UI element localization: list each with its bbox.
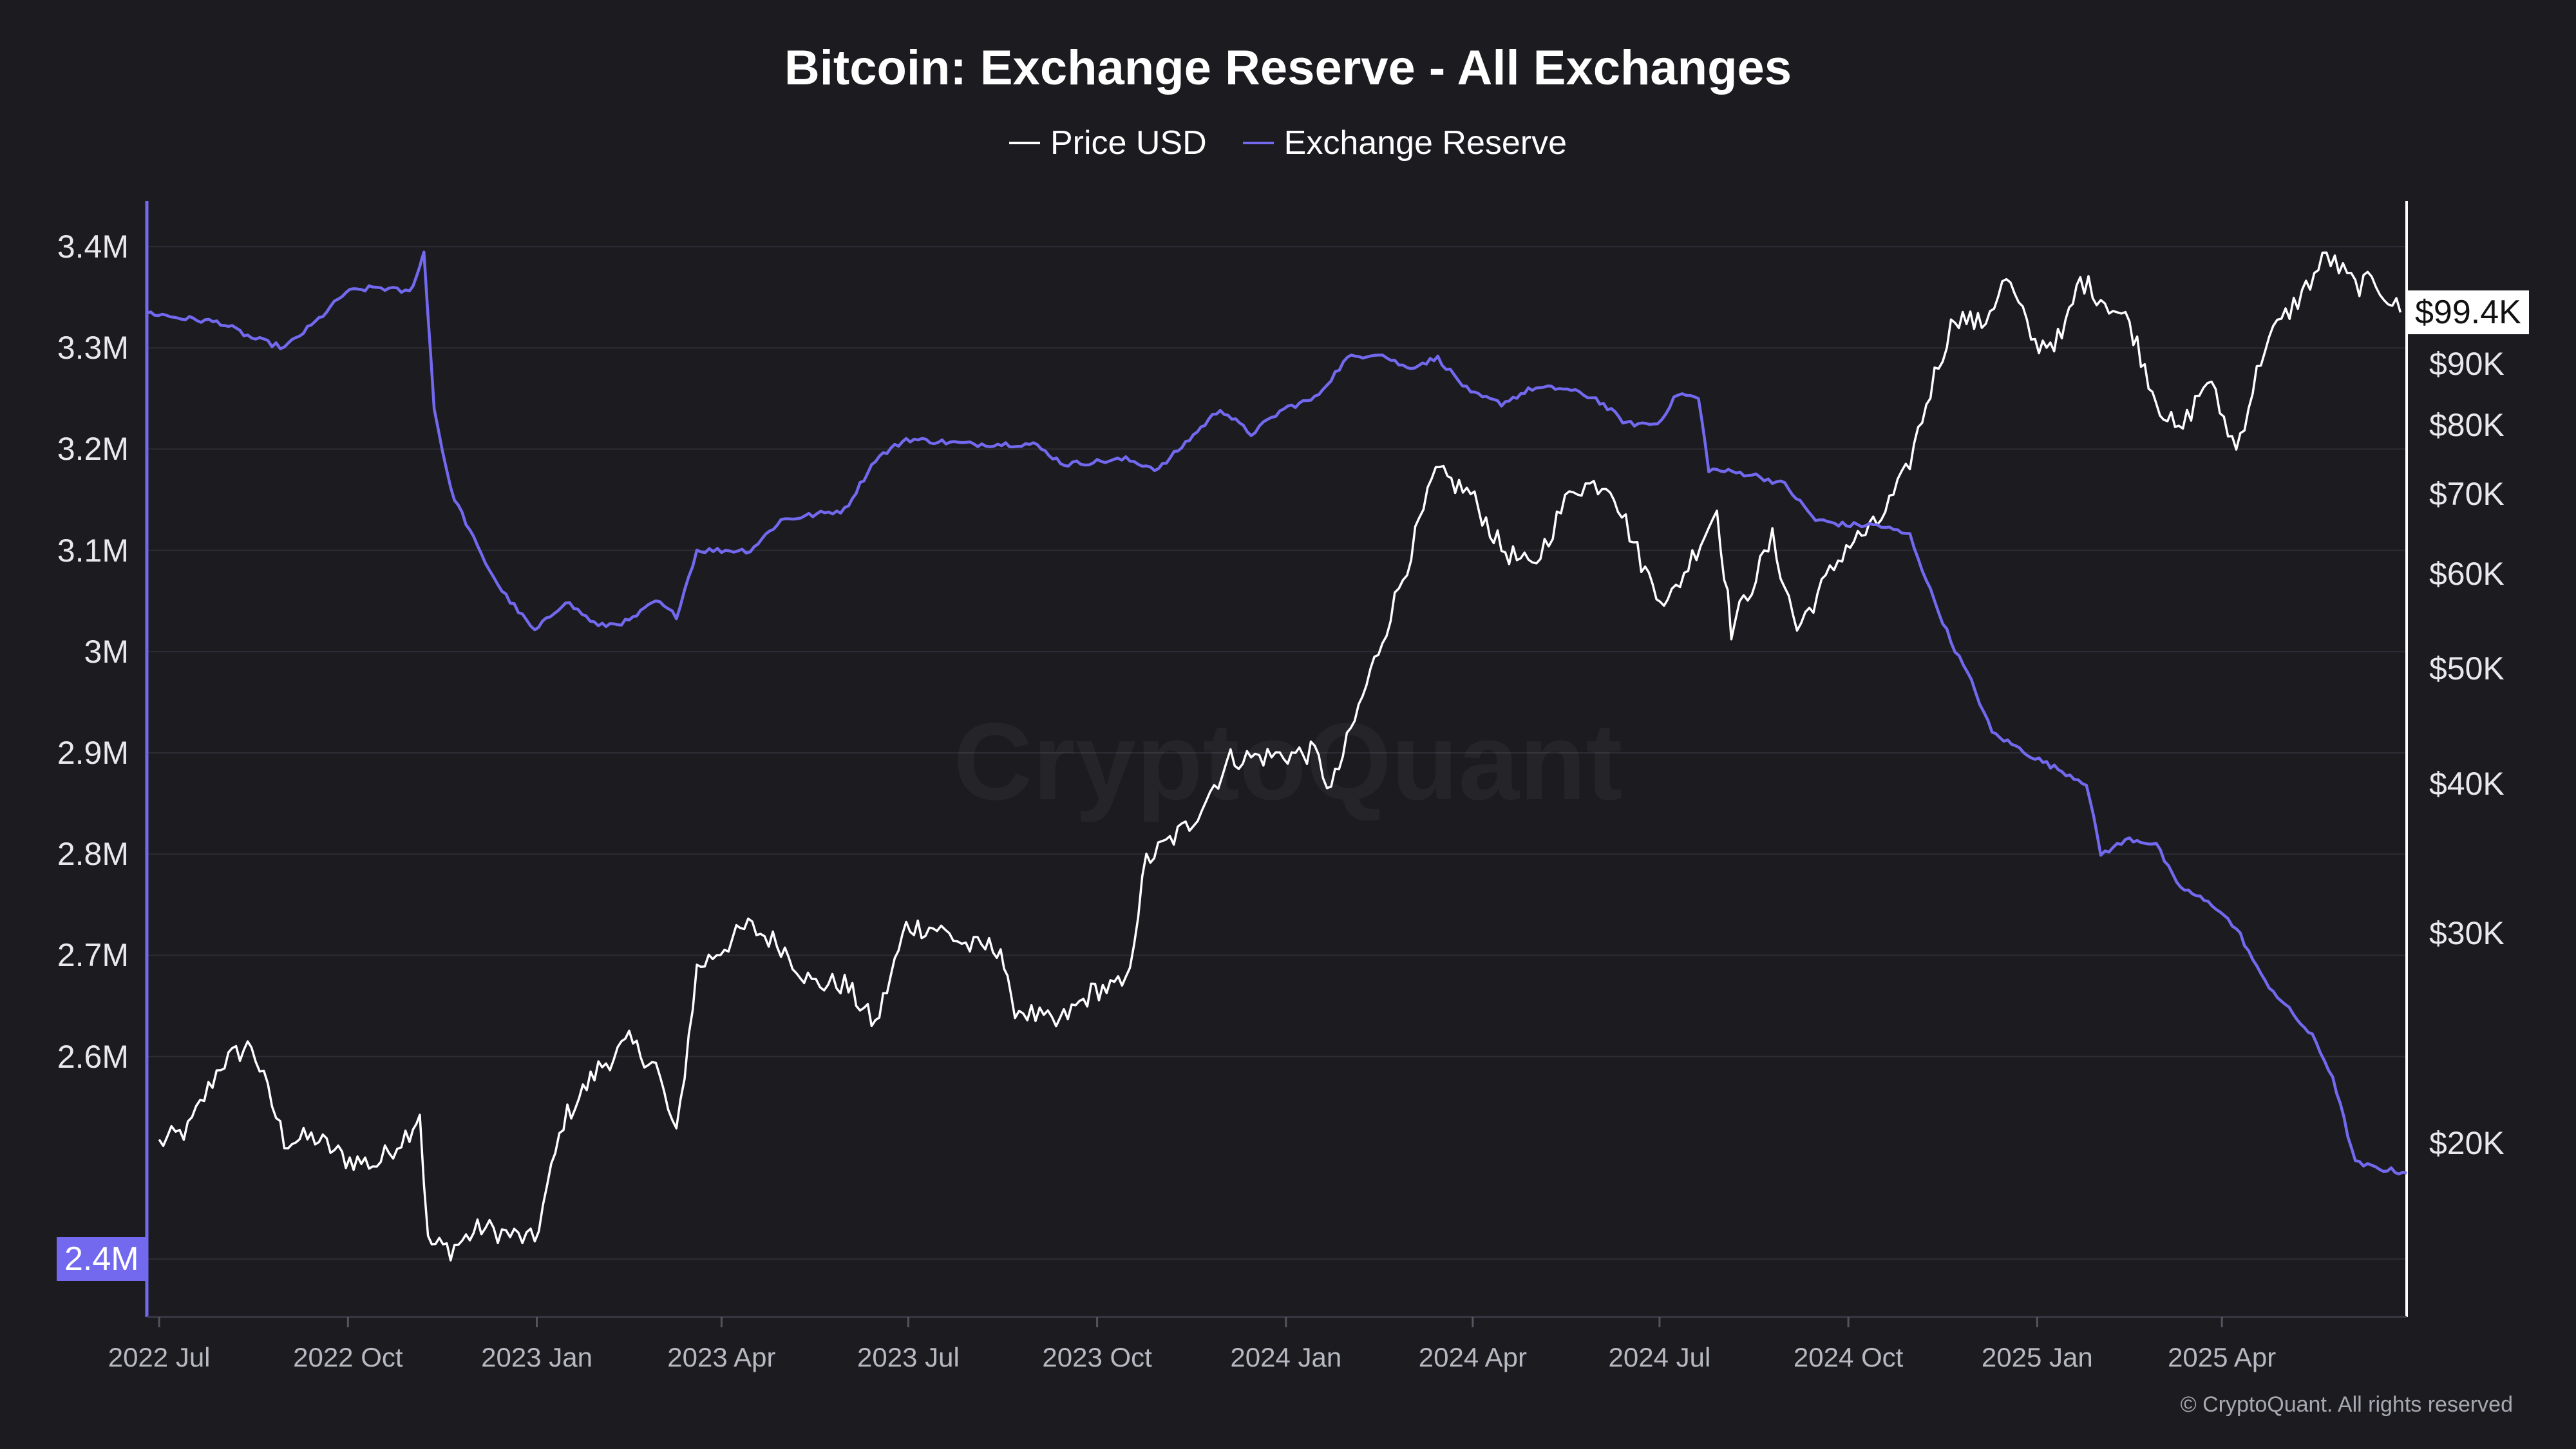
legend-label-price: Price USD [1050,124,1207,162]
legend-label-reserve: Exchange Reserve [1283,124,1567,162]
right-tick-label: $40K [2429,766,2505,802]
x-tick-label: 2022 Oct [293,1342,403,1372]
left-tick-label: 3M [84,633,129,670]
right-tick-label: $80K [2429,406,2505,443]
copyright-notice: © CryptoQuant. All rights reserved [2180,1392,2513,1417]
left-tick-label: 3.4M [57,229,129,265]
x-tick-label: 2023 Jul [857,1342,960,1372]
left-tick-label: 2.6M [57,1038,129,1075]
legend-item-reserve[interactable]: Exchange Reserve [1242,124,1567,162]
left-tick-label: 3.1M [57,532,129,569]
price-usd-line [158,251,2402,1262]
left-tick-label: 3.3M [57,330,129,366]
right-tick-label: $20K [2429,1125,2505,1161]
current-reserve-badge: 2.4M [57,1237,147,1281]
x-tick-label: 2024 Apr [1418,1342,1527,1372]
legend-item-price[interactable]: Price USD [1009,124,1207,162]
x-tick-label: 2023 Oct [1042,1342,1152,1372]
x-tick-label: 2024 Jul [1608,1342,1711,1372]
x-tick-label: 2024 Oct [1793,1342,1904,1372]
x-tick-label: 2025 Apr [2168,1342,2277,1372]
legend: Price USD Exchange Reserve [0,124,2576,162]
right-tick-label: $70K [2429,476,2505,513]
right-tick-label: $90K [2429,346,2505,382]
x-tick-label: 2024 Jan [1230,1342,1342,1372]
x-tick-label: 2023 Apr [667,1342,776,1372]
x-tick-marks [158,1317,2223,1327]
left-tick-label: 2.9M [57,735,129,771]
x-tick-label: 2022 Jul [108,1342,211,1372]
left-tick-label: 2.7M [57,937,129,974]
chart-title: Bitcoin: Exchange Reserve - All Exchange… [784,41,1792,95]
current-price-badge: $99.4K [2407,290,2529,335]
right-tick-label: $50K [2429,650,2505,687]
x-tick-label: 2023 Jan [481,1342,592,1372]
legend-swatch-price [1009,142,1040,144]
watermark: CryptoQuant [0,699,2576,825]
right-tick-label: $60K [2429,556,2505,592]
left-tick-label: 2.8M [57,836,129,873]
exchange-reserve-line [146,251,2407,1176]
right-tick-label: $30K [2429,914,2505,951]
legend-swatch-reserve [1242,142,1274,144]
left-tick-label: 3.2M [57,431,129,468]
x-tick-label: 2025 Jan [1981,1342,2093,1372]
